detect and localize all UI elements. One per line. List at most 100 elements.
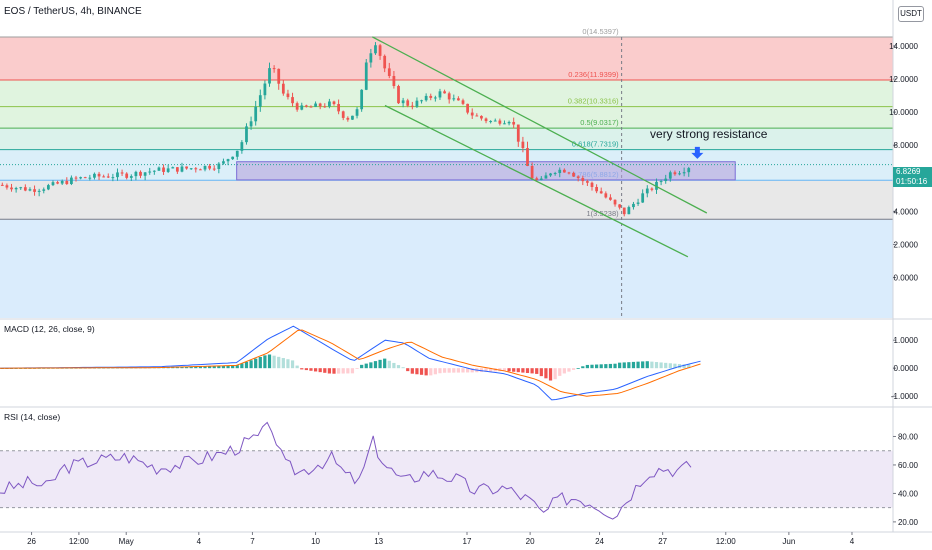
macd-histogram-bar xyxy=(383,358,387,369)
candle-body xyxy=(480,115,483,119)
macd-histogram-bar xyxy=(249,360,253,369)
candle-body xyxy=(341,111,345,118)
macd-histogram-bar xyxy=(337,368,341,374)
macd-histogram-bar xyxy=(590,364,594,369)
candle-body xyxy=(152,170,156,172)
candle-body xyxy=(470,112,474,116)
macd-histogram-bar xyxy=(687,364,691,369)
macd-axis-tick-label: -1.0000 xyxy=(891,392,919,401)
macd-histogram-bar xyxy=(581,366,585,369)
macd-histogram-bar xyxy=(530,368,534,374)
candle-body xyxy=(415,100,419,107)
rsi-axis-tick-label: 60.00 xyxy=(898,461,919,470)
time-axis-label: 4 xyxy=(197,537,202,546)
candle-body xyxy=(526,148,529,166)
macd-histogram-bar xyxy=(576,368,580,369)
time-axis-label: 7 xyxy=(250,537,255,546)
macd-histogram-bar xyxy=(300,368,304,370)
macd-histogram-bar xyxy=(350,368,355,374)
chart-title: EOS / TetherUS, 4h, BINANCE xyxy=(4,6,142,17)
macd-histogram-bar xyxy=(553,368,557,380)
candle-body xyxy=(457,98,460,101)
candle-body xyxy=(180,166,184,172)
candle-body xyxy=(383,55,387,69)
fib-label: 0.382(10.3316) xyxy=(568,97,619,106)
last-price-value: 6.8269 xyxy=(896,167,921,176)
macd-histogram-bar xyxy=(415,368,419,375)
macd-line xyxy=(0,325,701,401)
candle-body xyxy=(148,171,152,173)
macd-histogram-bar xyxy=(203,366,207,369)
candle-body xyxy=(360,89,364,110)
macd-histogram-bar xyxy=(277,356,281,369)
macd-histogram-bar xyxy=(659,362,663,369)
macd-histogram-bar xyxy=(664,362,668,369)
macd-histogram-bar xyxy=(235,365,239,369)
macd-histogram-bar xyxy=(364,363,368,369)
last-price-badge: 6.8269 01:50:16 xyxy=(893,167,932,187)
macd-histogram-bar xyxy=(221,365,226,369)
time-axis-label: 24 xyxy=(595,537,604,546)
candle-body xyxy=(5,185,9,188)
macd-histogram-bar xyxy=(525,368,530,373)
macd-histogram-bar xyxy=(198,366,203,369)
macd-histogram-bar xyxy=(272,355,276,369)
candle-body xyxy=(28,189,32,191)
candle-body xyxy=(157,167,161,171)
macd-histogram-bar xyxy=(516,368,520,373)
candle-body xyxy=(355,109,359,116)
macd-histogram-bar xyxy=(571,368,576,370)
macd-histogram-bar xyxy=(212,365,216,369)
candle-body xyxy=(498,120,502,124)
macd-histogram-bar xyxy=(452,368,456,373)
macd-histogram-bar xyxy=(641,361,645,369)
macd-histogram-bar xyxy=(562,368,566,374)
price-axis-tick-label: 0.0000 xyxy=(894,273,919,282)
macd-histogram-bar xyxy=(631,361,636,369)
candle-body xyxy=(139,171,142,176)
candle-body xyxy=(171,167,175,169)
time-axis-label: 20 xyxy=(526,537,535,546)
fib-zone xyxy=(0,219,893,318)
candle-body xyxy=(512,121,516,125)
macd-histogram-bar xyxy=(668,363,672,369)
currency-selector[interactable]: USDT xyxy=(898,6,924,22)
candle-body xyxy=(249,121,253,127)
candle-body xyxy=(599,191,603,194)
candle-body xyxy=(226,159,230,162)
channel-lower-line xyxy=(384,104,689,258)
candle-body xyxy=(489,121,493,123)
macd-histogram-bar xyxy=(401,367,405,369)
fib-zone xyxy=(0,80,893,107)
candle-body xyxy=(609,197,612,200)
fib-label: 0.618(7.7319) xyxy=(572,140,619,149)
candle-body xyxy=(300,105,304,110)
candle-body xyxy=(291,97,294,104)
candle-body xyxy=(240,142,244,151)
fib-zone xyxy=(0,180,893,220)
price-panel: 0(14.5397) 0.236(11.9399) 0.382(10.3316) 0.… xyxy=(0,27,893,318)
macd-histogram-bar xyxy=(406,368,410,372)
macd-histogram-bar xyxy=(654,362,659,369)
candle-body xyxy=(507,121,511,124)
candle-body xyxy=(332,101,336,105)
candle-body xyxy=(429,95,433,98)
candle-body xyxy=(636,202,640,204)
macd-histogram-bar xyxy=(392,362,396,369)
time-axis-label: 26 xyxy=(27,537,36,546)
macd-axis-tick-label: 1.0000 xyxy=(894,336,919,345)
candle-body xyxy=(235,150,239,157)
candle-body xyxy=(567,172,571,174)
candle-body xyxy=(682,172,686,174)
macd-histogram-bar xyxy=(558,368,562,376)
candle-body xyxy=(217,163,221,169)
macd-histogram-bar xyxy=(231,365,235,369)
macd-histogram-bar xyxy=(479,368,484,373)
candle-body xyxy=(222,161,225,164)
macd-histogram-bar xyxy=(502,368,507,372)
macd-histogram-bar xyxy=(323,368,327,373)
candle-body xyxy=(549,173,552,176)
candle-body xyxy=(56,182,59,184)
candle-body xyxy=(88,177,92,179)
candle-body xyxy=(129,176,133,178)
